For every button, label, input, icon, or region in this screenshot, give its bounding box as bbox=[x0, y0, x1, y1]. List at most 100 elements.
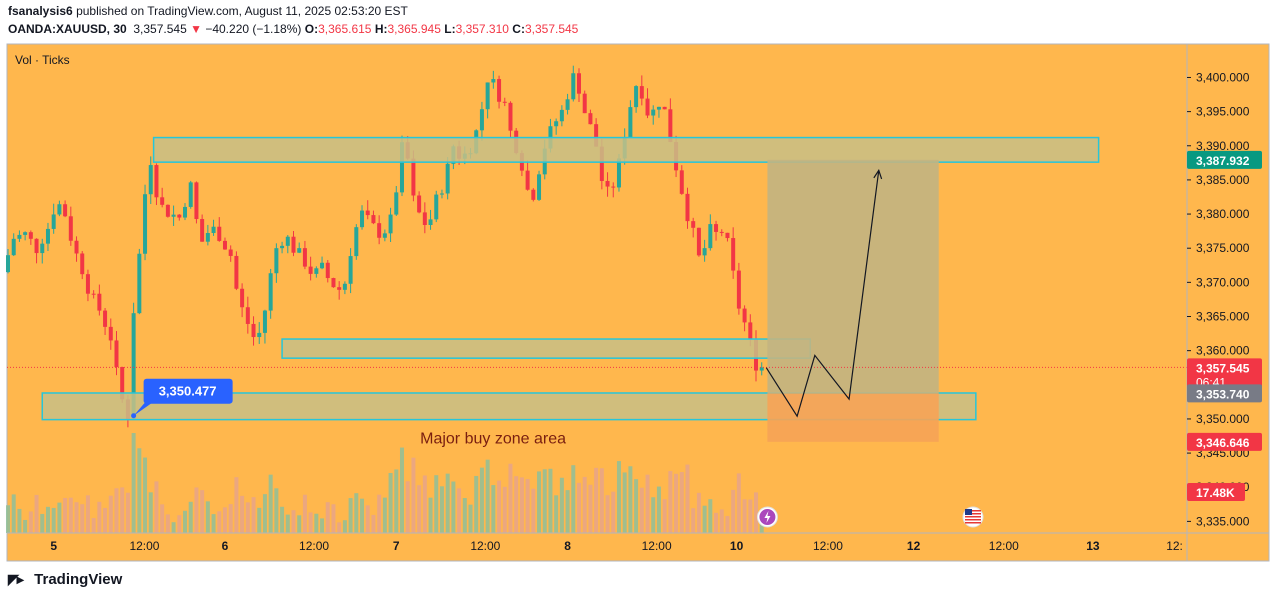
volume-bar bbox=[148, 492, 153, 533]
volume-bar bbox=[445, 473, 450, 533]
flag-stripe bbox=[964, 522, 981, 524]
candle-body bbox=[428, 219, 433, 225]
author-name[interactable]: fsanalysis6 bbox=[8, 4, 73, 18]
candle-body bbox=[508, 102, 513, 131]
projection-path[interactable] bbox=[765, 170, 880, 418]
volume-bar bbox=[85, 495, 90, 533]
volume-badge-box bbox=[1187, 483, 1245, 501]
candle-body bbox=[497, 79, 502, 102]
candle-body bbox=[285, 236, 290, 246]
volume-bar bbox=[685, 464, 690, 533]
candle-body bbox=[502, 101, 507, 103]
candle-body bbox=[479, 109, 484, 131]
position-stop-area[interactable] bbox=[767, 393, 939, 442]
volume-bar bbox=[302, 494, 307, 533]
candle-body bbox=[685, 193, 690, 222]
candle-body bbox=[708, 224, 713, 249]
candle-body bbox=[183, 206, 188, 218]
last-price: 3,357.545 bbox=[133, 22, 187, 36]
time-tick-label: 12:00 bbox=[129, 539, 159, 553]
candle-body bbox=[6, 255, 10, 273]
zone-rectangle-1[interactable] bbox=[152, 136, 1100, 163]
candle-body bbox=[696, 227, 701, 256]
candle-body bbox=[565, 99, 570, 110]
flag-stripe bbox=[964, 513, 981, 515]
volume-bar bbox=[125, 492, 130, 533]
time-tick-label: 10 bbox=[730, 539, 744, 553]
candle-body bbox=[485, 82, 490, 110]
volume-series bbox=[6, 433, 764, 533]
volume-bar bbox=[74, 502, 79, 533]
callout-box[interactable] bbox=[143, 378, 233, 404]
candle-body bbox=[291, 236, 296, 253]
volume-bar bbox=[40, 513, 45, 533]
candle-body bbox=[360, 210, 365, 228]
volume-bar bbox=[262, 494, 267, 533]
volume-bar bbox=[51, 507, 56, 533]
lightning-event-icon[interactable] bbox=[756, 506, 778, 528]
price-change: −40.220 (−1.18%) bbox=[205, 22, 302, 36]
volume-bar bbox=[616, 461, 621, 533]
volume-bar bbox=[108, 495, 113, 533]
volume-bar bbox=[342, 520, 347, 533]
candle-body bbox=[68, 216, 73, 241]
candle-body bbox=[217, 226, 222, 241]
volume-bar bbox=[554, 495, 559, 533]
candle-body bbox=[194, 182, 199, 220]
volume-bar bbox=[11, 494, 16, 533]
volume-bar bbox=[725, 515, 730, 533]
time-tick-label: 6 bbox=[222, 539, 229, 553]
candle-body bbox=[143, 194, 148, 254]
volume-bar bbox=[365, 505, 370, 533]
candle-body bbox=[731, 238, 736, 271]
time-tick-label: 5 bbox=[50, 539, 57, 553]
volume-bar bbox=[165, 514, 170, 533]
volume-bar bbox=[131, 433, 136, 533]
publish-text: published on TradingView.com, August 11,… bbox=[76, 4, 408, 18]
time-axis[interactable]: 5 12:00 6 12:00 7 12:00 8 12:00 10 12:00 12 12:00 13… bbox=[7, 532, 1269, 553]
volume-bar bbox=[354, 493, 359, 533]
volume-bar bbox=[582, 476, 587, 533]
down-arrow-icon: ▼ bbox=[190, 22, 202, 36]
volume-bar bbox=[622, 472, 627, 533]
high-label: H: bbox=[374, 22, 388, 36]
volume-bar bbox=[696, 492, 701, 533]
candle-body bbox=[719, 231, 724, 233]
axis-price-label: 3,357.545 bbox=[1196, 361, 1250, 375]
candle-body bbox=[177, 214, 182, 218]
axis-price-label-box bbox=[1187, 358, 1262, 391]
price-tick-label: 3,360.000 bbox=[1196, 344, 1250, 358]
candle-body bbox=[11, 238, 16, 256]
time-tick-label: 12:00 bbox=[813, 539, 843, 553]
time-tick-label: 12 bbox=[907, 539, 921, 553]
candle-body bbox=[97, 293, 102, 311]
flag-stripe bbox=[964, 516, 981, 518]
volume-bar bbox=[599, 468, 604, 533]
volume-bar bbox=[611, 491, 616, 533]
volume-bar bbox=[662, 499, 667, 533]
us-flag-event-icon[interactable] bbox=[962, 506, 984, 528]
volume-bar bbox=[337, 522, 342, 533]
price-axis[interactable]: 3,400.000 3,395.000 3,390.000 3,385.000 3,38… bbox=[1186, 44, 1262, 561]
candle-body bbox=[679, 170, 684, 194]
candle-body bbox=[611, 186, 616, 188]
volume-bar bbox=[280, 506, 285, 533]
zone-rectangle-2[interactable] bbox=[281, 338, 812, 359]
symbol-name[interactable]: OANDA:XAUUSD, 30 bbox=[8, 22, 127, 36]
candle-body bbox=[702, 248, 707, 256]
volume-bar bbox=[268, 474, 273, 533]
volume-bar bbox=[200, 490, 205, 533]
volume-bar bbox=[605, 495, 610, 533]
time-tick-label: 12: bbox=[1166, 539, 1183, 553]
volume-bar bbox=[91, 518, 96, 533]
volume-bar bbox=[537, 471, 542, 533]
position-target-area[interactable] bbox=[767, 159, 939, 394]
time-tick-label: 12:00 bbox=[299, 539, 329, 553]
candle-body bbox=[200, 219, 205, 242]
candle-body bbox=[525, 170, 530, 190]
volume-bar bbox=[217, 511, 222, 533]
candle-body bbox=[280, 245, 285, 249]
candle-body bbox=[588, 113, 593, 125]
volume-bar bbox=[183, 510, 188, 533]
